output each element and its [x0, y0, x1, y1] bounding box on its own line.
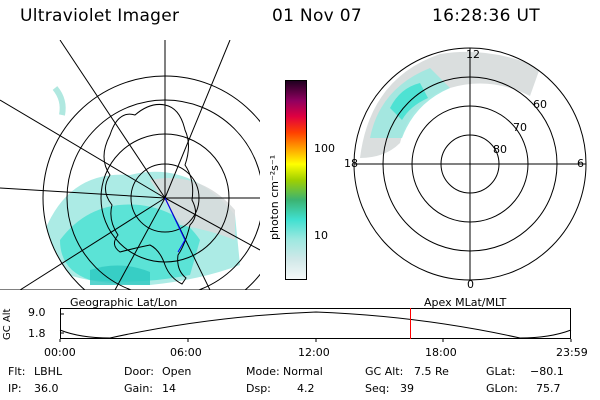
mode-key: Mode: — [246, 365, 280, 378]
colorbar-tick-10: 10 — [314, 229, 328, 242]
glon-key: GLon: — [486, 382, 518, 395]
mlt-label-6: 6 — [577, 157, 584, 170]
mlt-lines — [354, 48, 586, 280]
date-label: 01 Nov 07 — [272, 6, 362, 26]
mlat-label-70: 70 — [513, 121, 527, 134]
gcalt-value: 7.5 Re — [414, 365, 449, 378]
ip-key: IP: — [8, 382, 22, 395]
colorbar — [285, 80, 307, 280]
geographic-map — [0, 40, 260, 290]
glon-value: 75.7 — [536, 382, 561, 395]
colorbar-unit-label: photon cm⁻²s⁻¹ — [268, 154, 281, 240]
magnetic-polar-map — [353, 47, 587, 281]
right-map-caption: Apex MLat/MLT — [424, 296, 507, 309]
emission-arc — [360, 51, 540, 158]
mlt-label-12: 12 — [466, 48, 480, 61]
seq-value: 39 — [400, 382, 414, 395]
altitude-curve — [59, 311, 572, 339]
satellite-track — [164, 197, 186, 253]
altitude-ytick-top: 9.0 — [28, 306, 46, 319]
time-tick-0600: 06:00 — [170, 346, 202, 359]
emission-region — [45, 171, 240, 285]
altitude-plot — [59, 308, 572, 342]
mlat-label-60: 60 — [533, 98, 547, 111]
door-key: Door: — [124, 365, 154, 378]
coastline — [103, 104, 196, 285]
altitude-ytick-bottom: 1.8 — [28, 327, 46, 340]
seq-key: Seq: — [365, 382, 390, 395]
altitude-axis-label: GC Alt — [2, 308, 13, 340]
time-tick-1800: 18:00 — [425, 346, 457, 359]
gcalt-key: GC Alt: — [365, 365, 404, 378]
time-tick-0000: 00:00 — [44, 346, 76, 359]
colorbar-tick-100: 100 — [314, 142, 335, 155]
time-tick-2359: 23:59 — [556, 346, 588, 359]
glat-value: −80.1 — [530, 365, 564, 378]
time-tick-1200: 12:00 — [298, 346, 330, 359]
time-ticks — [59, 339, 572, 342]
left-map-caption: Geographic Lat/Lon — [70, 296, 178, 309]
ip-value: 36.0 — [34, 382, 59, 395]
gain-key: Gain: — [124, 382, 153, 395]
mlt-label-18: 18 — [344, 157, 358, 170]
flt-value: LBHL — [34, 365, 63, 378]
meridian-lines — [0, 40, 260, 290]
time-label: 16:28:36 UT — [432, 6, 540, 26]
flt-key: Flt: — [8, 365, 26, 378]
glat-key: GLat: — [486, 365, 516, 378]
gain-value: 14 — [162, 382, 176, 395]
door-value: Open — [162, 365, 192, 378]
mode-value: Normal — [283, 365, 323, 378]
mlat-label-80: 80 — [493, 143, 507, 156]
mlt-label-0: 0 — [467, 278, 474, 291]
dsp-value: 4.2 — [297, 382, 315, 395]
instrument-title: Ultraviolet Imager — [20, 6, 180, 26]
dsp-key: Dsp: — [246, 382, 271, 395]
